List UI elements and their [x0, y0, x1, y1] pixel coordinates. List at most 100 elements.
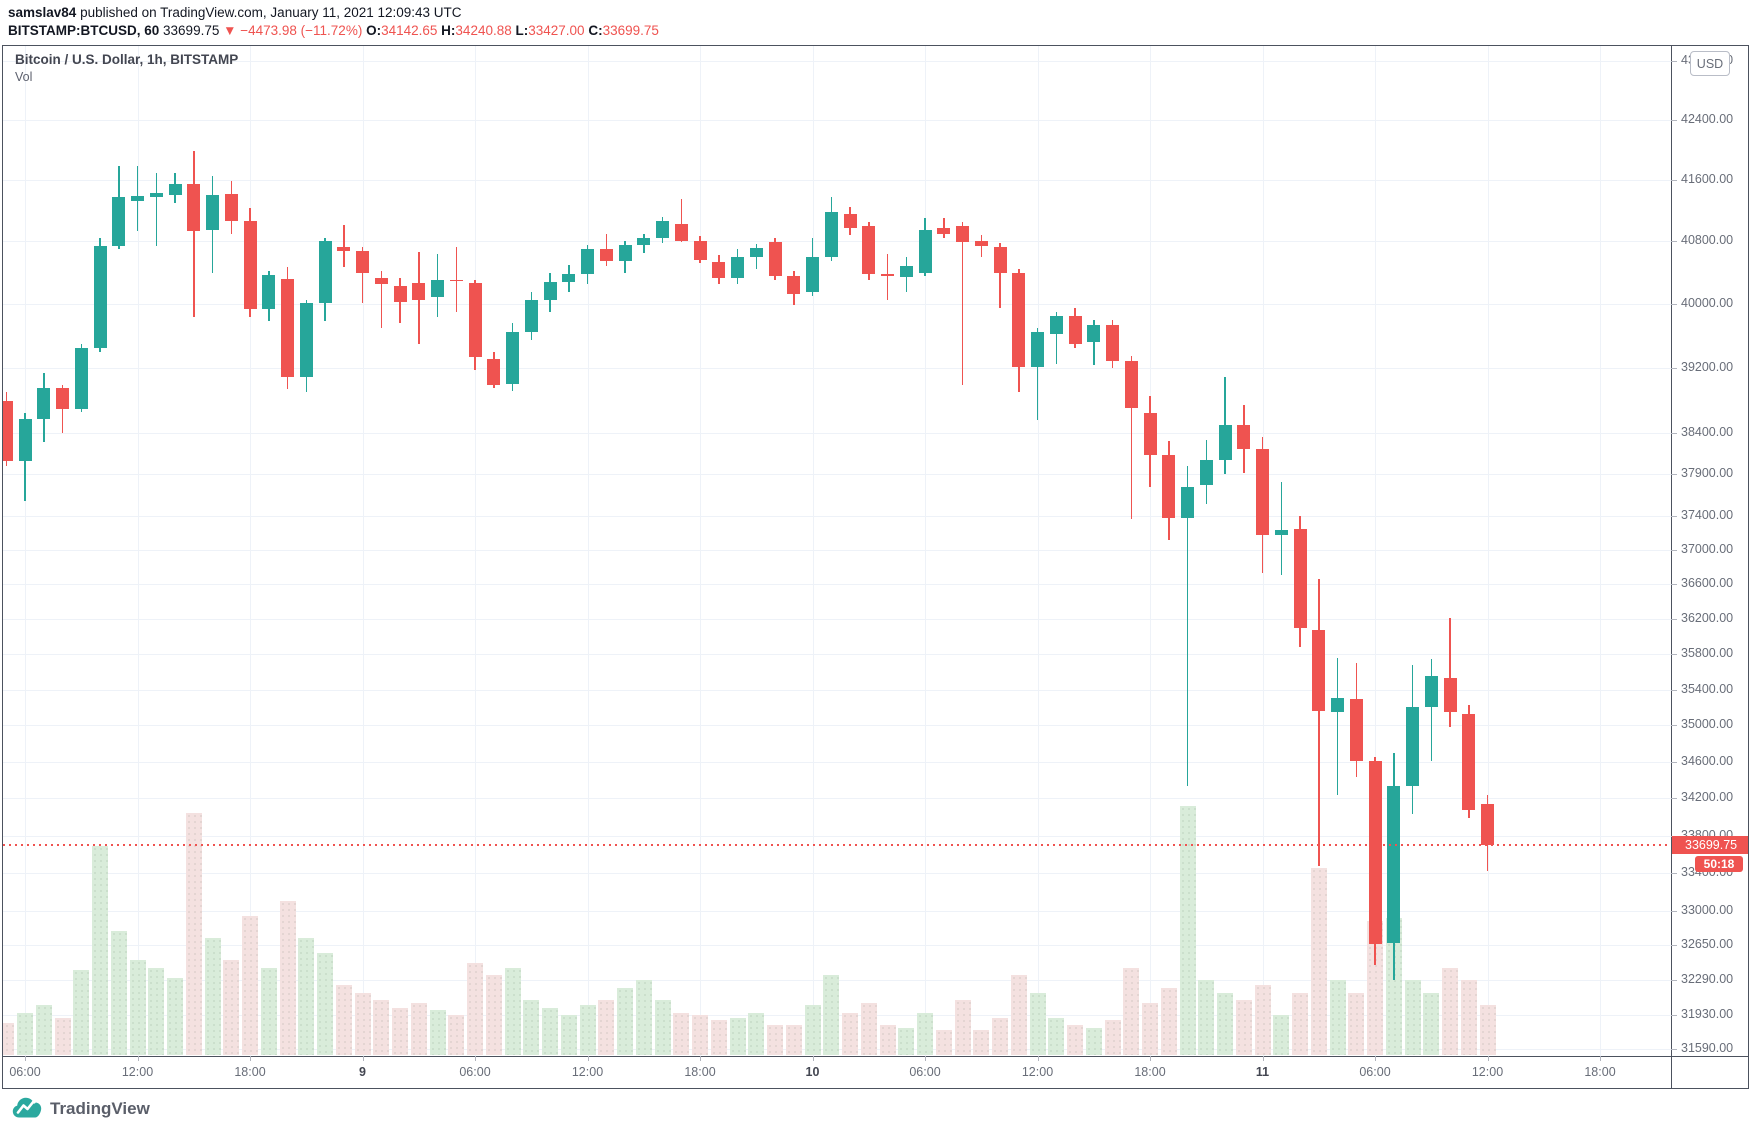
volume-bar[interactable]	[1273, 1015, 1290, 1055]
volume-bar[interactable]	[804, 1005, 821, 1055]
volume-bar[interactable]	[1404, 980, 1421, 1055]
candle[interactable]	[1256, 449, 1269, 535]
volume-bar[interactable]	[1010, 975, 1027, 1055]
candle[interactable]	[787, 275, 801, 295]
volume-bar[interactable]	[523, 1000, 540, 1055]
candle[interactable]	[1349, 699, 1363, 761]
volume-bar[interactable]	[729, 1017, 746, 1055]
volume-bar[interactable]	[467, 962, 483, 1055]
volume-bar[interactable]	[335, 985, 352, 1055]
candle[interactable]	[431, 280, 444, 297]
chart-title[interactable]: Bitcoin / U.S. Dollar, 1h, BITSTAMP	[15, 52, 239, 67]
volume-bar[interactable]	[992, 1017, 1008, 1055]
candle[interactable]	[1143, 413, 1157, 456]
candle[interactable]	[993, 246, 1007, 273]
candle[interactable]	[18, 418, 32, 461]
volume-bar[interactable]	[504, 967, 521, 1055]
volume-bar[interactable]	[1423, 992, 1440, 1055]
volume-bar[interactable]	[1198, 980, 1215, 1055]
candle[interactable]	[1012, 272, 1026, 367]
candle[interactable]	[806, 256, 819, 293]
candle[interactable]	[1462, 713, 1476, 811]
volume-bar[interactable]	[842, 1012, 858, 1055]
candle[interactable]	[824, 212, 838, 257]
candle[interactable]	[449, 279, 463, 282]
volume-bar[interactable]	[54, 1017, 71, 1055]
volume-bar[interactable]	[1310, 868, 1327, 1055]
volume-bar[interactable]	[279, 900, 296, 1055]
volume-bar[interactable]	[1067, 1025, 1083, 1055]
volume-bar[interactable]	[167, 977, 183, 1055]
volume-bar[interactable]	[1179, 806, 1196, 1055]
candle[interactable]	[37, 387, 51, 419]
volume-bar[interactable]	[1142, 1002, 1158, 1055]
volume-bar[interactable]	[242, 915, 258, 1055]
volume-bar[interactable]	[204, 937, 221, 1055]
volume-bar[interactable]	[767, 1025, 783, 1055]
volume-bar[interactable]	[373, 1000, 390, 1055]
candle[interactable]	[1106, 324, 1119, 362]
candle[interactable]	[974, 241, 988, 247]
candle[interactable]	[768, 242, 782, 276]
volume-bar[interactable]	[579, 1005, 596, 1055]
candle[interactable]	[1312, 630, 1326, 712]
candle[interactable]	[1443, 677, 1457, 712]
candle[interactable]	[693, 241, 707, 261]
volume-bar[interactable]	[823, 975, 840, 1055]
candle[interactable]	[506, 331, 519, 384]
volume-bar[interactable]	[542, 1007, 558, 1055]
candle[interactable]	[1124, 361, 1138, 409]
volume-bar[interactable]	[35, 1005, 52, 1055]
candle[interactable]	[1274, 529, 1288, 535]
candle[interactable]	[1218, 424, 1232, 461]
volume-bar[interactable]	[410, 1002, 427, 1055]
volume-bar[interactable]	[898, 1027, 915, 1055]
candle[interactable]	[1424, 676, 1438, 708]
candle[interactable]	[224, 193, 238, 222]
candle[interactable]	[562, 274, 576, 282]
candle[interactable]	[281, 278, 294, 377]
candle[interactable]	[243, 221, 257, 309]
volume-bar[interactable]	[354, 992, 371, 1055]
candle[interactable]	[1293, 528, 1307, 628]
candle[interactable]	[712, 262, 726, 278]
candle[interactable]	[262, 274, 276, 309]
volume-bar[interactable]	[92, 845, 108, 1055]
volume-bar[interactable]	[1217, 992, 1233, 1055]
volume-bar[interactable]	[692, 1015, 708, 1055]
volume-bar[interactable]	[1292, 992, 1308, 1055]
candle[interactable]	[1087, 324, 1101, 343]
candle[interactable]	[1387, 786, 1401, 943]
candle[interactable]	[543, 281, 557, 300]
volume-bar[interactable]	[1235, 1000, 1252, 1055]
volume-bar[interactable]	[1048, 1017, 1065, 1055]
candle[interactable]	[1368, 760, 1382, 944]
candle[interactable]	[112, 196, 126, 247]
volume-bar[interactable]	[954, 1000, 971, 1055]
volume-bar[interactable]	[1460, 980, 1477, 1055]
volume-bar[interactable]	[260, 967, 277, 1055]
volume-bar[interactable]	[860, 1002, 877, 1055]
candle[interactable]	[1237, 424, 1251, 450]
candle[interactable]	[412, 283, 426, 300]
candle[interactable]	[187, 183, 201, 232]
candle[interactable]	[3, 400, 13, 461]
candle[interactable]	[618, 245, 632, 261]
candle[interactable]	[337, 246, 351, 251]
currency-badge[interactable]: USD	[1690, 51, 1730, 76]
volume-bar[interactable]	[1029, 992, 1046, 1055]
candle[interactable]	[862, 225, 876, 275]
candle[interactable]	[56, 387, 69, 410]
volume-bar[interactable]	[392, 1007, 408, 1055]
candle[interactable]	[206, 195, 219, 230]
volume-bar[interactable]	[1479, 1005, 1496, 1055]
volume-bar[interactable]	[298, 937, 315, 1055]
volume-bar[interactable]	[110, 930, 127, 1055]
volume-bar[interactable]	[973, 1030, 990, 1055]
candle[interactable]	[131, 196, 144, 201]
candle[interactable]	[1162, 455, 1176, 518]
volume-bar[interactable]	[185, 813, 202, 1055]
candle[interactable]	[524, 299, 538, 332]
volume-bar[interactable]	[1385, 918, 1402, 1055]
volume-bar[interactable]	[560, 1015, 577, 1055]
